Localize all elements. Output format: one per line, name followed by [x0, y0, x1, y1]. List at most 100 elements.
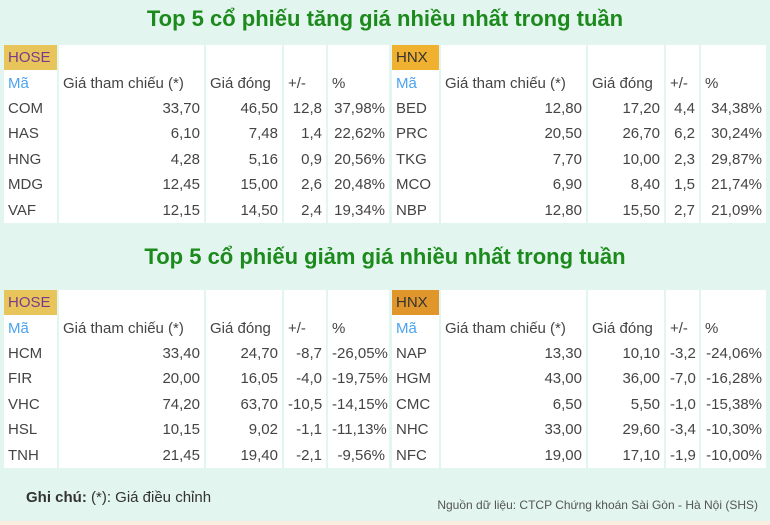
ref-price: 7,70 — [439, 146, 587, 172]
stock-code[interactable]: HCM — [8, 344, 43, 362]
header-row: Mã Giá tham chiếu (*) Giá đóng +/-% — [4, 315, 389, 341]
stock-code[interactable]: CMC — [396, 395, 431, 413]
change-percent: 21,09% — [699, 197, 766, 223]
table-row: NBP 12,80 15,50 2,7 21,09% — [392, 197, 766, 223]
change: -3,4 — [664, 416, 700, 443]
ref-price: 13,30 — [439, 340, 587, 367]
change: -7,0 — [664, 366, 700, 392]
stock-code[interactable]: HAS — [8, 125, 39, 143]
table-row: NFC 19,00 17,10 -1,9 -10,00% — [392, 442, 766, 468]
change: 1,4 — [282, 121, 327, 147]
close-price: 10,00 — [586, 146, 665, 172]
stock-code[interactable]: HNG — [8, 150, 42, 168]
close-price: 15,50 — [586, 197, 665, 223]
table-row: CMC 6,50 5,50 -1,0 -15,38% — [392, 391, 766, 417]
stock-code[interactable]: NHC — [396, 421, 429, 439]
column-header: Mã — [396, 74, 417, 92]
change-percent: -10,00% — [699, 442, 766, 468]
change: 2,4 — [282, 197, 327, 223]
change-percent: 30,24% — [699, 121, 766, 147]
stock-code[interactable]: MDG — [8, 176, 43, 194]
ref-price: 12,80 — [439, 95, 587, 122]
exchange-row: HNX — [392, 290, 766, 316]
note: Ghi chú: (*): Giá điều chỉnh — [26, 489, 211, 506]
ref-price: 12,80 — [439, 197, 587, 223]
change: 2,7 — [664, 197, 700, 223]
ref-price: 33,00 — [439, 416, 587, 443]
stock-code[interactable]: TKG — [396, 150, 427, 168]
table-row: BED 12,80 17,20 4,4 34,38% — [392, 95, 766, 122]
change: 1,5 — [664, 171, 700, 198]
change-percent: 20,56% — [326, 146, 389, 172]
column-header: Mã — [8, 319, 29, 337]
stock-code[interactable]: FIR — [8, 370, 33, 388]
table-row: VAF 12,15 14,50 2,4 19,34% — [4, 197, 389, 223]
close-price: 29,60 — [586, 416, 665, 443]
exchange-label: HOSE — [4, 45, 58, 71]
column-header: Giá tham chiếu (*) — [439, 70, 587, 96]
table-row: VHC 74,20 63,70 -10,5 -14,15% — [4, 391, 389, 417]
close-price: 19,40 — [204, 442, 283, 468]
close-price: 8,40 — [586, 171, 665, 198]
note-label: Ghi chú: — [26, 489, 87, 506]
stock-code[interactable]: TNH — [8, 446, 39, 464]
ref-price: 74,20 — [57, 391, 205, 417]
stock-code[interactable]: HSL — [8, 421, 38, 439]
ref-price: 21,45 — [57, 442, 205, 468]
close-price: 17,10 — [586, 442, 665, 468]
exchange-row: HOSE — [4, 290, 389, 316]
change: -1,9 — [664, 442, 700, 468]
gainers-hose-table: HOSE Mã Giá tham chiếu (*) Giá đóng +/-% COM 3… — [4, 45, 389, 223]
column-header: Giá tham chiếu (*) — [57, 70, 205, 96]
change-percent: -16,28% — [699, 366, 766, 392]
table-row: MDG 12,45 15,00 2,6 20,48% — [4, 171, 389, 198]
change-percent: 20,48% — [326, 171, 389, 198]
stock-code[interactable]: MCO — [396, 176, 431, 194]
note-text: (*): Giá điều chỉnh — [86, 489, 212, 506]
table-row: TNH 21,45 19,40 -2,1 -9,56% — [4, 442, 389, 468]
close-price: 5,16 — [204, 146, 283, 172]
stock-code[interactable]: PRC — [396, 125, 428, 143]
table-row: HNG 4,28 5,16 0,9 20,56% — [4, 146, 389, 172]
table-row: HCM 33,40 24,70 -8,7 -26,05% — [4, 340, 389, 367]
top-losers-title: Top 5 cổ phiếu giảm giá nhiều nhất trong… — [144, 244, 626, 269]
column-header: % — [699, 315, 766, 341]
stock-code[interactable]: NAP — [396, 344, 427, 362]
change: 2,3 — [664, 146, 700, 172]
close-price: 14,50 — [204, 197, 283, 223]
change-percent: -10,30% — [699, 416, 766, 443]
ref-price: 12,45 — [57, 171, 205, 198]
close-price: 16,05 — [204, 366, 283, 392]
change-percent: 21,74% — [699, 171, 766, 198]
table-row: MCO 6,90 8,40 1,5 21,74% — [392, 171, 766, 198]
column-header: +/- — [664, 70, 700, 96]
exchange-label: HNX — [392, 45, 440, 71]
stock-code[interactable]: VAF — [8, 201, 37, 219]
column-header: Giá đóng — [204, 70, 283, 96]
table-row: HSL 10,15 9,02 -1,1 -11,13% — [4, 416, 389, 443]
ref-price: 33,40 — [57, 340, 205, 367]
change: -8,7 — [282, 340, 327, 367]
change: -1,1 — [282, 416, 327, 443]
close-price: 26,70 — [586, 121, 665, 147]
stock-code[interactable]: HGM — [396, 370, 431, 388]
stock-code[interactable]: COM — [8, 99, 43, 117]
close-price: 36,00 — [586, 366, 665, 392]
change-percent: -9,56% — [326, 442, 389, 468]
column-header: % — [326, 70, 389, 96]
close-price: 9,02 — [204, 416, 283, 443]
stock-code[interactable]: VHC — [8, 395, 40, 413]
losers-hose-table: HOSE Mã Giá tham chiếu (*) Giá đóng +/-% HCM 3… — [4, 290, 389, 468]
column-header: Giá tham chiếu (*) — [439, 315, 587, 341]
ref-price: 4,28 — [57, 146, 205, 172]
close-price: 24,70 — [204, 340, 283, 367]
change-percent: 29,87% — [699, 146, 766, 172]
stock-code[interactable]: NFC — [396, 446, 427, 464]
column-header: Giá tham chiếu (*) — [57, 315, 205, 341]
column-header: % — [699, 70, 766, 96]
top-gainers-title: Top 5 cổ phiếu tăng giá nhiều nhất trong… — [146, 6, 624, 31]
losers-hnx-table: HNX Mã Giá tham chiếu (*) Giá đóng +/-% NAP 13… — [392, 290, 766, 468]
stock-code[interactable]: NBP — [396, 201, 427, 219]
stock-code[interactable]: BED — [396, 99, 427, 117]
close-price: 15,00 — [204, 171, 283, 198]
